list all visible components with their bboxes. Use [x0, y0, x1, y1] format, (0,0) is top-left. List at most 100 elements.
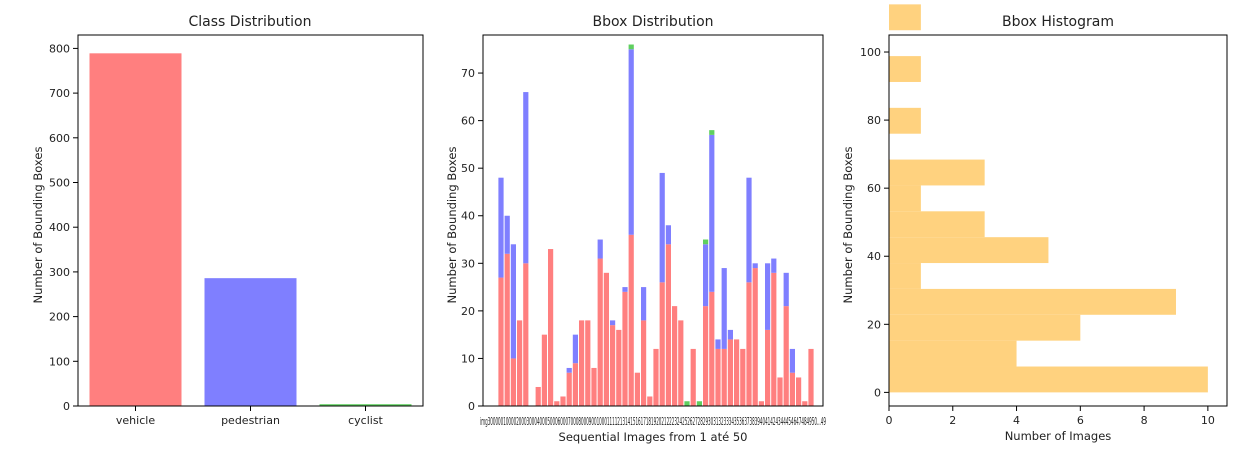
x-tick-label: 8: [1141, 414, 1148, 427]
histogram-bar: [889, 159, 985, 186]
y-tick-label: 20: [461, 305, 475, 318]
vehicle-bar: [727, 339, 733, 406]
vehicle-bar: [579, 320, 585, 406]
histogram-bar: [889, 237, 1049, 264]
pedestrian-bar: [641, 287, 647, 321]
y-tick-label: 100: [49, 355, 70, 368]
bbox-distribution-panel: Bbox Distribution 0 10 20 30 40 50 60 70 img300…: [445, 14, 826, 444]
y-tick-label: 50: [461, 162, 475, 175]
pedestrian-bar: [628, 49, 634, 235]
pedestrian-bar: [721, 268, 727, 349]
y-tick-label: 800: [49, 42, 70, 55]
pedestrian-bar: [572, 334, 578, 364]
histogram-bar: [889, 4, 921, 31]
bar-vehicle: [89, 53, 182, 406]
chart-title: Class Distribution: [189, 14, 312, 30]
vehicle-bar: [541, 334, 547, 406]
vehicle-bar: [585, 320, 591, 406]
y-axis-label: Number of Bounding Boxes: [445, 147, 459, 304]
x-tick-label: 0: [886, 414, 893, 427]
vehicle-bar: [634, 372, 640, 406]
vehicle-bar: [535, 386, 541, 406]
pedestrian-bar: [771, 258, 777, 273]
y-tick-label: 300: [49, 266, 70, 279]
vehicle-bar: [566, 372, 572, 406]
y-tick-label: 100: [860, 46, 881, 59]
vehicle-bar: [628, 234, 634, 406]
pedestrian-bar: [510, 244, 516, 359]
pedestrian-bar: [622, 287, 628, 292]
y-tick-label: 40: [867, 250, 881, 263]
vehicle-bar: [647, 396, 653, 406]
pedestrian-bar: [715, 339, 721, 349]
bbox-histogram-panel: Bbox Histogram 0 2 4 6 8 10 0 20 40 60 80 100 Numb…: [841, 4, 1228, 443]
pedestrian-bar: [752, 263, 758, 269]
x-tick-labels: img3000001000020003000400050006000700080…: [480, 415, 826, 428]
vehicle-bar: [672, 306, 678, 406]
vehicle-bar: [678, 320, 684, 406]
y-axis-label: Number of Bounding Boxes: [31, 147, 45, 304]
vehicle-bar: [771, 272, 777, 406]
y-tick-label: 20: [867, 318, 881, 331]
pedestrian-bar: [523, 92, 529, 264]
cyclist-bar: [709, 130, 715, 135]
histogram-bar: [889, 107, 921, 134]
y-tick-label: 0: [468, 400, 475, 413]
cyclist-bar: [703, 239, 709, 245]
y-tick-label: 200: [49, 311, 70, 324]
y-tick-label: 30: [461, 257, 475, 270]
y-tick-label: 70: [461, 67, 475, 80]
vehicle-bar: [554, 401, 560, 406]
vehicle-bar: [709, 291, 715, 406]
pedestrian-bar: [504, 215, 510, 254]
pedestrian-bar: [746, 177, 752, 283]
pedestrian-bar: [610, 320, 616, 326]
vehicle-bar: [746, 282, 752, 406]
histogram-bar: [889, 56, 921, 82]
pedestrian-bar: [659, 172, 665, 283]
y-tick-label: 10: [461, 352, 475, 365]
vehicle-bar: [504, 253, 510, 406]
pedestrian-bar: [789, 348, 795, 373]
x-tick-label: 6: [1077, 414, 1084, 427]
x-tick-label: vehicle: [116, 414, 155, 427]
x-tick-label: 4: [1013, 414, 1020, 427]
pedestrian-bar: [765, 263, 771, 330]
cyclist-bar: [684, 401, 690, 406]
pedestrian-bar: [783, 272, 789, 307]
x-tick-label: 2: [949, 414, 956, 427]
vehicle-bar: [523, 263, 529, 406]
vehicle-bar: [591, 367, 597, 406]
y-tick-label: 60: [867, 182, 881, 195]
vehicle-bar: [789, 372, 795, 406]
y-tick-label: 500: [49, 177, 70, 190]
vehicle-bar: [498, 277, 504, 406]
vehicle-bar: [765, 329, 771, 406]
x-tick-label: 10: [1201, 414, 1215, 427]
histogram-bar: [889, 263, 921, 289]
vehicle-bar: [715, 348, 721, 406]
x-axis-label: Sequential Images from 1 até 50: [559, 430, 748, 444]
pedestrian-bar: [709, 134, 715, 292]
pedestrian-bar: [703, 244, 709, 307]
vehicle-bar: [752, 268, 758, 406]
class-distribution-panel: Class Distribution 0 100 200 300 400 500 600 70…: [31, 14, 424, 427]
vehicle-bar: [703, 306, 709, 406]
y-tick-label: 0: [63, 400, 70, 413]
axes-frame: [888, 34, 1228, 407]
histogram-bar: [889, 288, 1176, 315]
x-axis-label: Number of Images: [1005, 429, 1112, 443]
bar-pedestrian: [204, 278, 297, 406]
histogram-bar: [889, 314, 1081, 341]
vehicle-bar: [690, 348, 696, 406]
vehicle-bar: [597, 258, 603, 406]
vehicle-bar: [758, 401, 764, 406]
x-tick-label: cyclist: [348, 414, 383, 427]
vehicle-bar: [622, 291, 628, 406]
vehicle-bar: [616, 329, 622, 406]
vehicle-bar: [510, 358, 516, 406]
chart-title: Bbox Distribution: [592, 14, 713, 30]
pedestrian-bar: [597, 239, 603, 259]
pedestrian-bar: [498, 177, 504, 278]
